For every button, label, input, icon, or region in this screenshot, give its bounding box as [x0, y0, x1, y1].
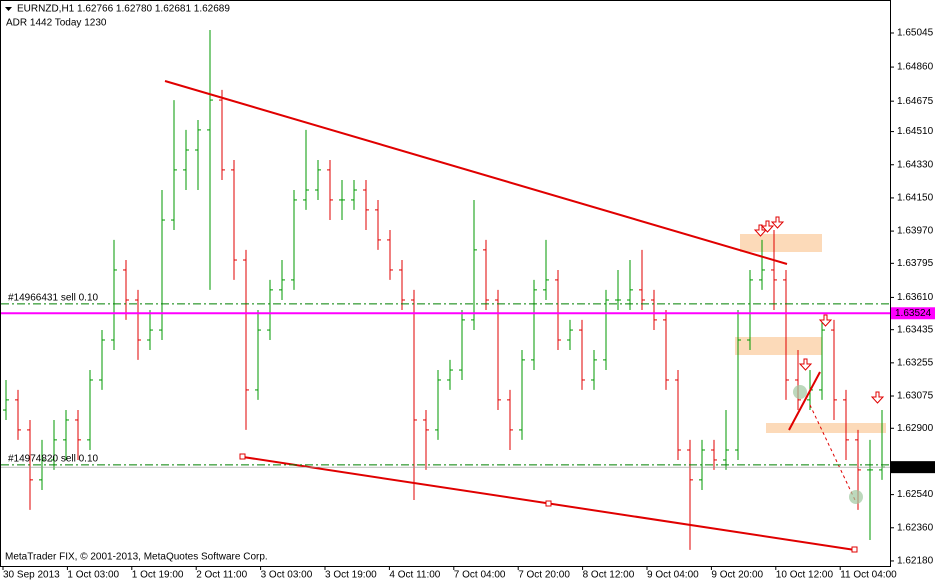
arrow	[770, 216, 785, 229]
x-tick-label: 7 Oct 04:00	[454, 570, 506, 581]
x-tick-label: 9 Oct 04:00	[647, 570, 699, 581]
bid-label: 1.62689	[895, 462, 932, 473]
y-tick-label: 1.64860	[897, 62, 934, 73]
level-label: 1.63524	[895, 308, 932, 319]
x-tick-label: 8 Oct 12:00	[583, 570, 635, 581]
y-tick-label: 1.64675	[897, 96, 934, 107]
level-box	[891, 307, 935, 320]
x-tick-label: 9 Oct 20:00	[711, 570, 763, 581]
x-tick-label: 3 Oct 19:00	[325, 570, 377, 581]
marker	[849, 490, 863, 504]
bid-box	[891, 461, 935, 474]
trend-lines	[164, 80, 863, 553]
x-tick-label: 10 Oct 12:00	[776, 570, 834, 581]
order-label: #14974820 sell 0.10	[8, 454, 99, 465]
anchor	[545, 500, 552, 507]
arrow	[760, 220, 775, 233]
zone	[735, 337, 822, 355]
x-tick-label: 3 Oct 03:00	[261, 570, 313, 581]
x-tick-label: 7 Oct 20:00	[518, 570, 570, 581]
y-tick-label: 1.63610	[897, 292, 934, 303]
trend-line	[164, 80, 788, 265]
y-tick-label: 1.63075	[897, 391, 934, 402]
zone	[740, 234, 822, 252]
x-tick-label: 4 Oct 11:00	[389, 570, 440, 581]
arrows	[753, 216, 885, 404]
x-tick-label: 30 Sep 2013	[3, 570, 60, 581]
y-tick-label: 1.62180	[897, 556, 934, 567]
y-tick-label: 1.63255	[897, 357, 934, 368]
subheader: ADR 1442 Today 1230	[6, 18, 107, 29]
bars	[3, 30, 885, 550]
header: EURNZD,H1 1.62766 1.62780 1.62681 1.6268…	[17, 4, 230, 15]
x-tick-label: 2 Oct 11:00	[196, 570, 247, 581]
drawings	[735, 234, 886, 433]
arrow	[753, 224, 768, 237]
y-tick-label: 1.62540	[897, 489, 934, 500]
y-tick-label: 1.64510	[897, 126, 934, 137]
plot-frame	[0, 0, 891, 567]
anchor	[851, 546, 858, 553]
x-tick-label: 1 Oct 19:00	[132, 570, 184, 581]
arrow	[870, 391, 885, 404]
y-tick-label: 1.64150	[897, 193, 934, 204]
trend-line	[788, 371, 821, 431]
y-tick-label: 1.64330	[897, 159, 934, 170]
y-tick-label: 1.63970	[897, 226, 934, 237]
y-tick-label: 1.62360	[897, 522, 934, 533]
arrow	[818, 314, 833, 327]
footer: MetaTrader FIX, © 2001-2013, MetaQuotes …	[5, 552, 268, 563]
y-tick-label: 1.62900	[897, 423, 934, 434]
marker	[793, 385, 807, 399]
order-label: #14966431 sell 0.10	[8, 293, 99, 304]
zone	[766, 423, 886, 433]
anchor	[239, 453, 246, 460]
x-tick-label: 1 Oct 03:00	[67, 570, 119, 581]
y-tick-label: 1.63435	[897, 324, 934, 335]
arrow	[798, 358, 813, 371]
y-tick-label: 1.65045	[897, 28, 934, 39]
menu-arrow	[5, 7, 12, 11]
y-tick-label: 1.63795	[897, 258, 934, 269]
x-tick-label: 11 Oct 04:00	[840, 570, 897, 581]
